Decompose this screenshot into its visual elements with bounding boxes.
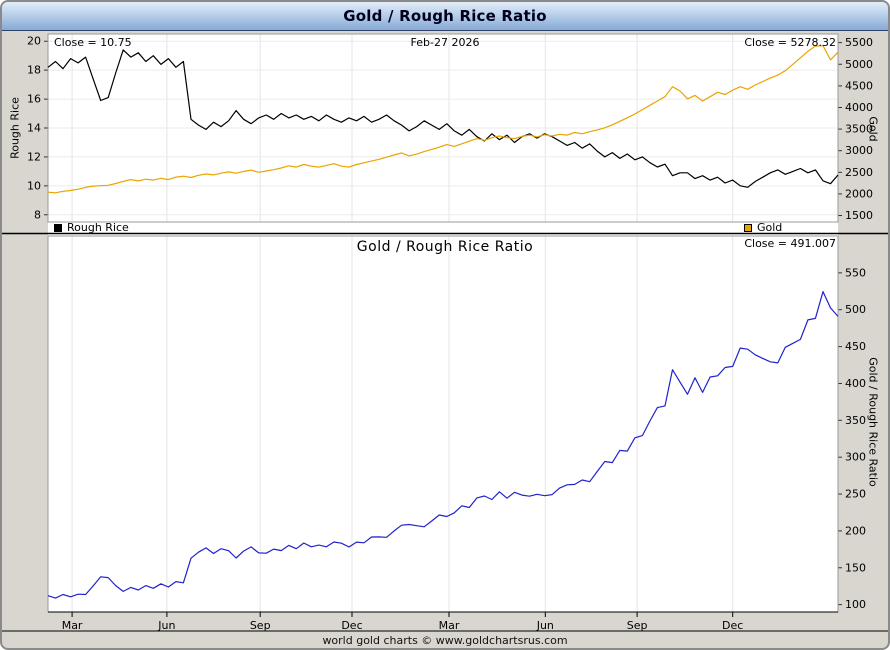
rough-rice-close-label: Close = 10.75 <box>54 36 132 49</box>
ratio-panel-title: Gold / Rough Rice Ratio <box>356 239 534 255</box>
svg-text:450: 450 <box>845 340 866 353</box>
svg-text:3500: 3500 <box>845 123 873 136</box>
gold-axis-title: Gold <box>866 116 880 142</box>
legend-rough-rice-label: Rough Rice <box>67 221 129 234</box>
x-tick-label: Dec <box>341 619 362 632</box>
svg-text:5000: 5000 <box>845 58 873 71</box>
gold-swatch-icon <box>744 223 752 232</box>
ratio-axis-title: Gold / Rough Rice Ratio <box>866 357 880 487</box>
svg-text:100: 100 <box>845 598 866 611</box>
svg-text:14: 14 <box>27 122 41 135</box>
svg-text:10: 10 <box>27 179 41 192</box>
svg-text:20: 20 <box>27 35 41 48</box>
rough-rice-swatch-icon <box>54 223 62 232</box>
svg-text:18: 18 <box>27 64 41 77</box>
svg-text:5500: 5500 <box>845 36 873 49</box>
svg-text:300: 300 <box>845 451 866 464</box>
svg-text:3000: 3000 <box>845 144 873 157</box>
x-tick-label: Mar <box>62 619 83 632</box>
svg-text:4500: 4500 <box>845 79 873 92</box>
svg-text:250: 250 <box>845 488 866 501</box>
x-tick-label: Jun <box>157 619 175 632</box>
title-bar: Gold / Rough Rice Ratio <box>2 2 888 31</box>
rough-rice-series <box>47 49 839 188</box>
gold-rough-rice-ratio-series <box>47 291 839 599</box>
legend-rough-rice: Rough Rice <box>54 221 129 234</box>
x-tick-label: Mar <box>439 619 460 632</box>
x-tick-label: Dec <box>722 619 743 632</box>
svg-text:500: 500 <box>845 303 866 316</box>
svg-text:200: 200 <box>845 524 866 537</box>
svg-text:12: 12 <box>27 150 41 163</box>
x-tick-label: Jun <box>536 619 554 632</box>
footer-text: world gold charts © www.goldchartsrus.co… <box>322 634 568 647</box>
svg-text:2500: 2500 <box>845 166 873 179</box>
x-tick-label: Sep <box>250 619 271 632</box>
svg-text:4000: 4000 <box>845 101 873 114</box>
gold-close-label: Close = 5278.32 <box>744 36 836 49</box>
svg-text:8: 8 <box>34 208 41 221</box>
svg-text:150: 150 <box>845 561 866 574</box>
svg-text:2000: 2000 <box>845 187 873 200</box>
legend-gold-label: Gold <box>757 221 783 234</box>
svg-text:550: 550 <box>845 266 866 279</box>
date-label: Feb-27 2026 <box>410 36 480 49</box>
x-tick-label: Sep <box>627 619 648 632</box>
svg-text:1500: 1500 <box>845 209 873 222</box>
ratio-close-label: Close = 491.007 <box>744 237 836 250</box>
gold-series <box>47 45 839 194</box>
svg-text:16: 16 <box>27 93 41 106</box>
svg-text:350: 350 <box>845 414 866 427</box>
left-axis-title: Rough Rice <box>8 97 22 159</box>
window-title: Gold / Rough Rice Ratio <box>343 7 547 25</box>
svg-text:400: 400 <box>845 377 866 390</box>
legend-gold: Gold <box>744 221 782 234</box>
